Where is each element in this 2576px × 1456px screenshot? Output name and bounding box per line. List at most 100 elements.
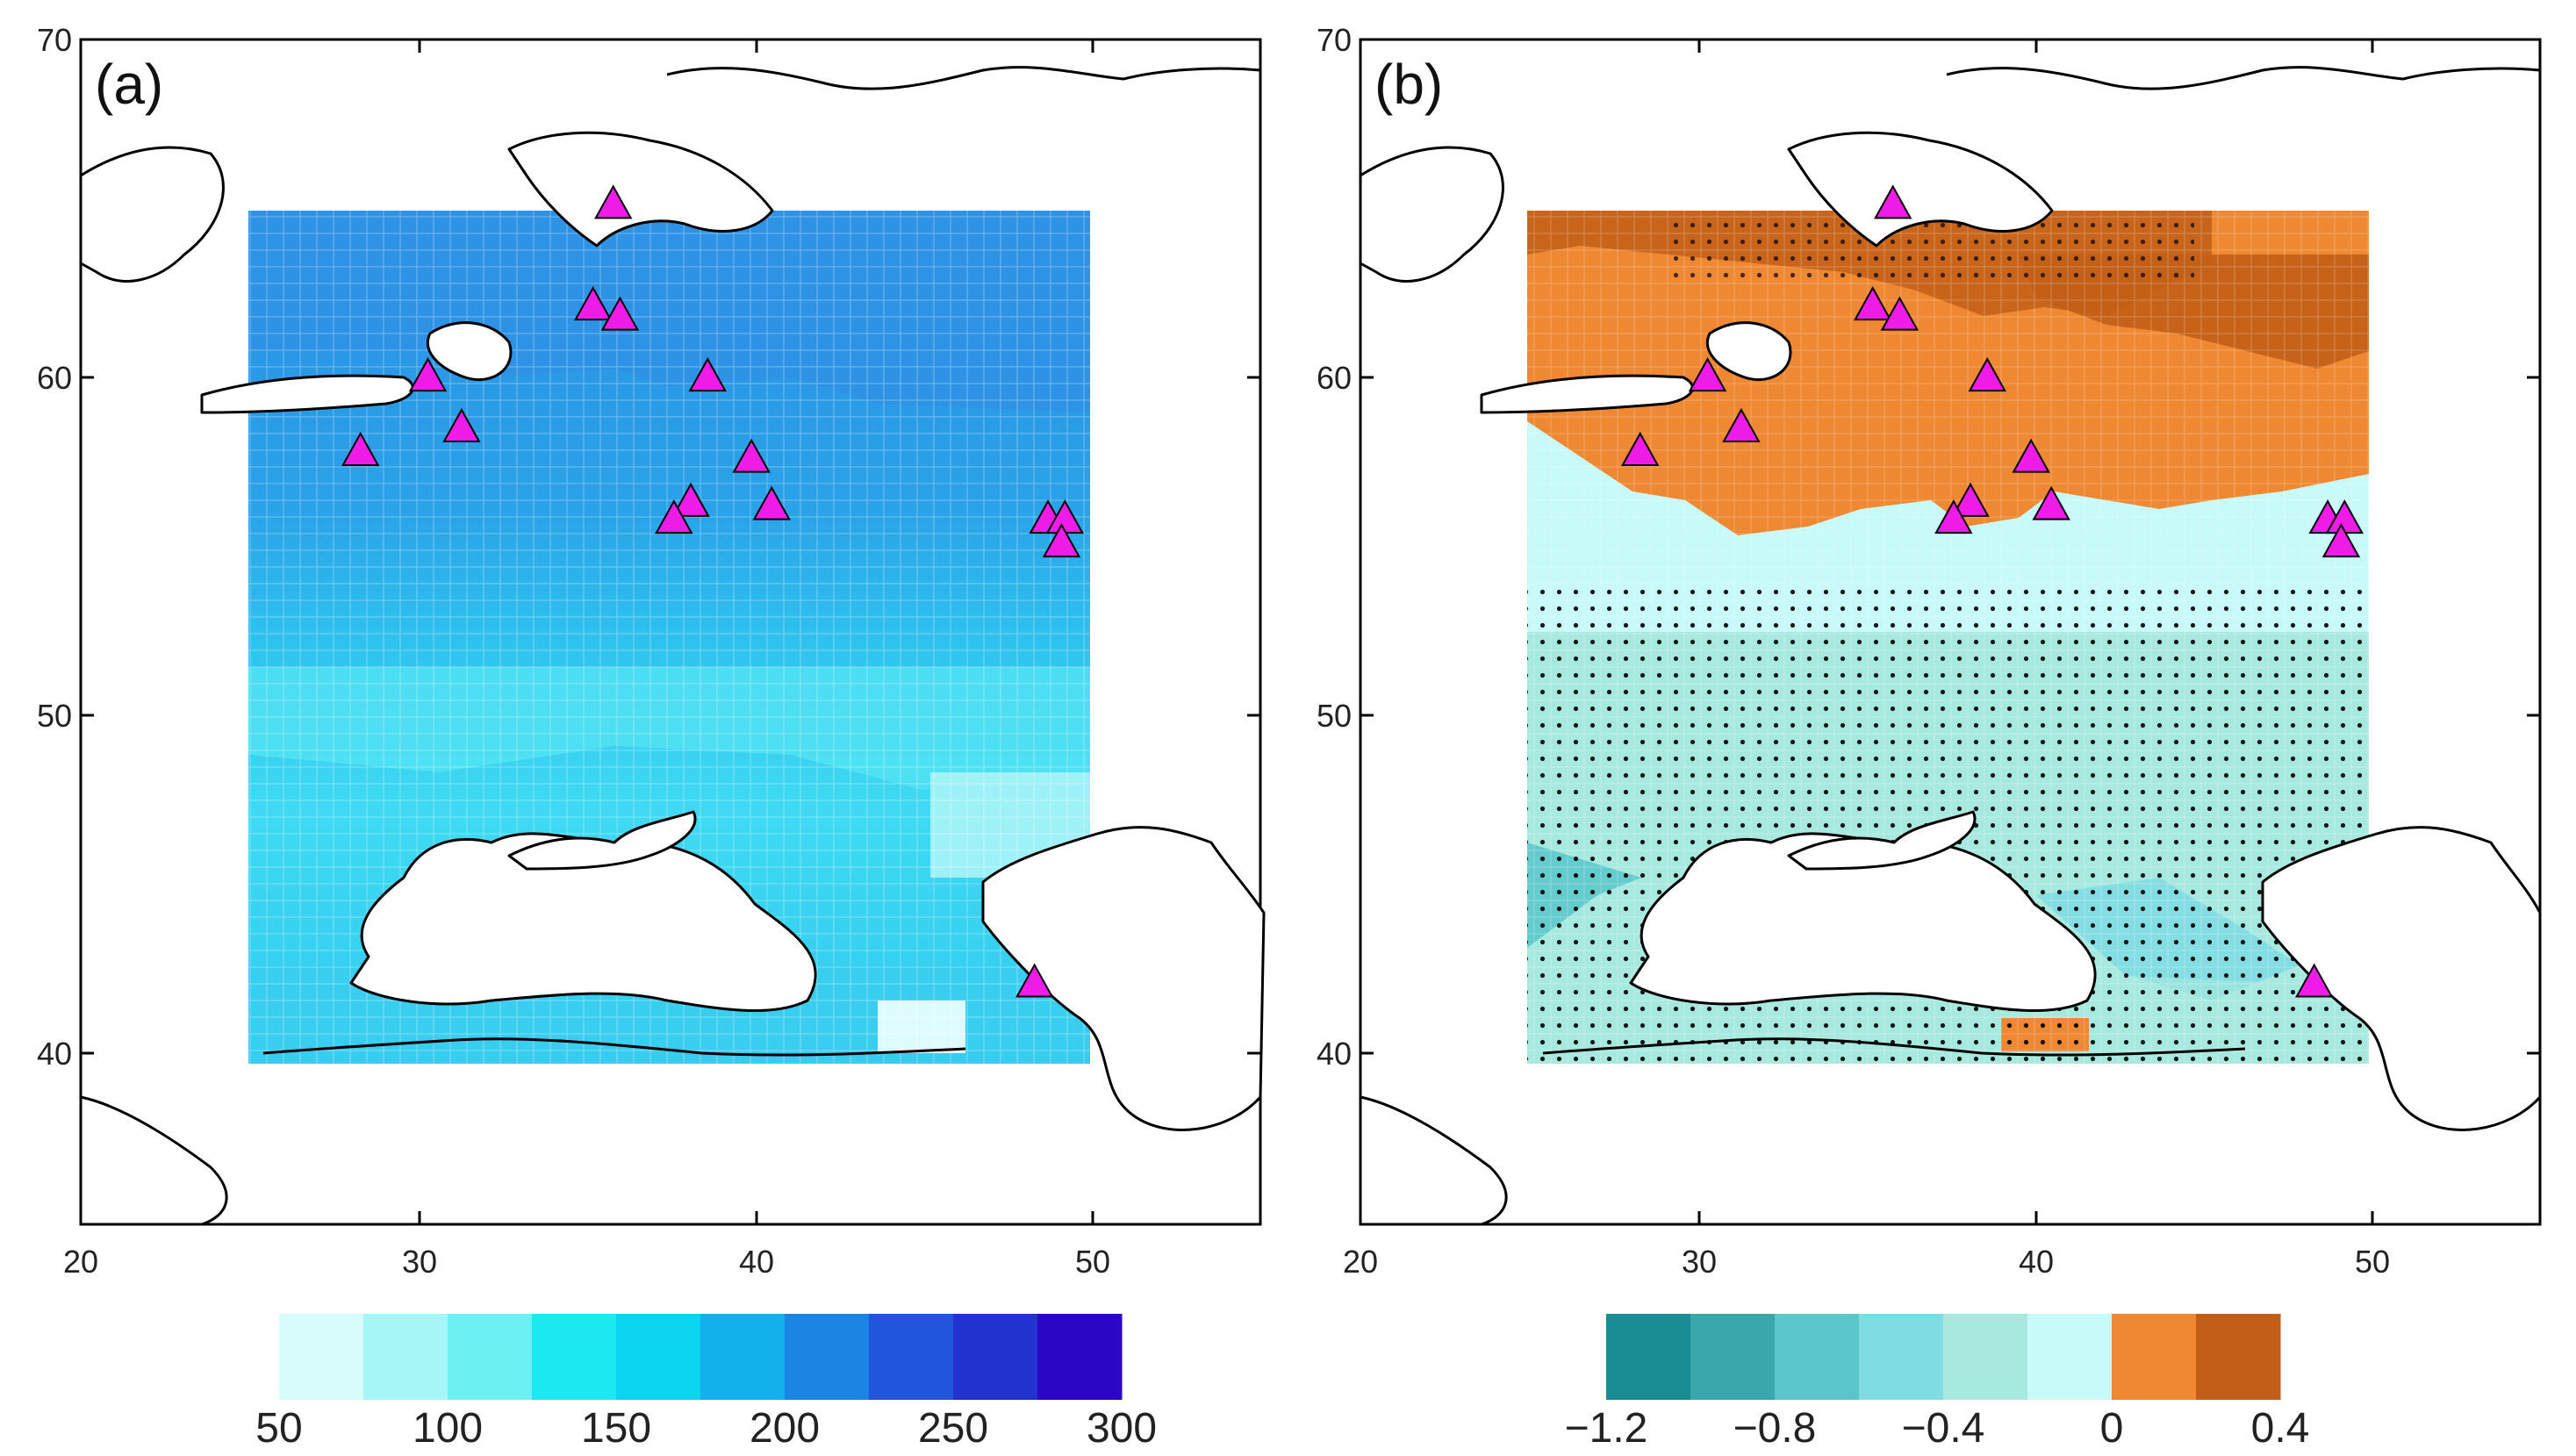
y-tick-label: 70 xyxy=(1317,22,1352,58)
y-tick-label: 60 xyxy=(1317,360,1352,396)
colorbar-swatch xyxy=(2112,1314,2197,1400)
x-tick-label: 30 xyxy=(402,1244,437,1280)
gulf-of-finland xyxy=(1480,374,1694,414)
sea-of-azov xyxy=(1787,810,1977,871)
north-coast xyxy=(1359,146,1504,283)
colorbar-a xyxy=(279,1314,1123,1400)
caspian-sea xyxy=(981,826,1266,1131)
colorbar-swatch xyxy=(616,1314,701,1400)
x-axis: 20 30 40 50 xyxy=(1343,39,2390,1280)
colorbar-a-label: 250 xyxy=(918,1405,988,1452)
x-tick-label: 30 xyxy=(1682,1244,1717,1280)
colorbar-b-label: −0.8 xyxy=(1733,1405,1817,1452)
balkans xyxy=(80,1095,228,1226)
panel-b: 20 30 40 50 70 60 50 40 (b) xyxy=(1317,22,2542,1280)
colorbar-b-label: 0 xyxy=(2100,1405,2124,1452)
white-sea xyxy=(507,131,774,247)
colorbar-swatch xyxy=(1690,1314,1776,1400)
station-markers xyxy=(341,184,1084,998)
station-marker xyxy=(1621,431,1660,466)
colorbar-a-label: 200 xyxy=(750,1405,820,1452)
station-marker xyxy=(2295,963,2334,998)
station-marker xyxy=(341,431,380,466)
anatolia-coast xyxy=(1542,1037,2246,1057)
coastlines xyxy=(79,66,1266,1226)
colorbar-swatch xyxy=(532,1314,617,1400)
station-marker xyxy=(594,184,633,219)
colorbar-swatch xyxy=(2196,1314,2281,1400)
colorbar-swatch xyxy=(1859,1314,1944,1400)
y-tick-label: 50 xyxy=(1317,698,1352,734)
colorbar-swatch xyxy=(700,1314,786,1400)
colorbar-swatch xyxy=(869,1314,954,1400)
colorbar-swatch xyxy=(1775,1314,1860,1400)
x-tick-label: 20 xyxy=(1343,1244,1378,1280)
station-marker xyxy=(1853,286,1892,321)
y-tick-label: 40 xyxy=(37,1036,72,1072)
lake-onega xyxy=(1705,321,1792,382)
colorbar-swatch xyxy=(279,1314,364,1400)
y-tick-label: 60 xyxy=(37,360,72,396)
white-sea xyxy=(1787,131,2054,247)
panel-a: 20 30 40 50 70 60 50 40 (a) xyxy=(37,22,1266,1280)
station-marker xyxy=(1968,357,2006,392)
north-coast-2 xyxy=(666,66,1261,90)
station-marker xyxy=(752,485,791,520)
colorbar-swatch xyxy=(448,1314,533,1400)
colorbar-b-label: −1.2 xyxy=(1565,1405,1648,1452)
black-sea xyxy=(349,832,817,1012)
x-tick-label: 50 xyxy=(1075,1244,1110,1280)
station-marker xyxy=(1688,357,1727,392)
station-marker xyxy=(2032,485,2070,520)
colorbar-swatch xyxy=(1943,1314,2028,1400)
station-marker xyxy=(655,499,693,534)
colorbar-swatch xyxy=(785,1314,870,1400)
station-marker xyxy=(1042,523,1081,558)
station-marker xyxy=(1934,499,1973,534)
y-tick-label: 40 xyxy=(1317,1036,1352,1072)
y-tick-label: 70 xyxy=(37,22,72,58)
north-coast xyxy=(79,146,225,283)
caspian-sea xyxy=(2261,826,2542,1131)
anatolia-coast xyxy=(262,1037,966,1057)
station-marker xyxy=(1015,963,1054,998)
station-marker xyxy=(732,438,771,473)
station-marker xyxy=(1722,407,1761,442)
station-marker xyxy=(1874,184,1912,219)
colorbar-b-label: 0.4 xyxy=(2251,1405,2310,1452)
black-sea xyxy=(1629,832,2097,1012)
station-marker xyxy=(1951,482,1990,517)
lake-onega xyxy=(426,321,513,382)
colorbar-b xyxy=(1606,1314,2281,1400)
colorbar-swatch xyxy=(363,1314,448,1400)
x-tick-label: 40 xyxy=(2019,1244,2054,1280)
y-tick-label: 50 xyxy=(37,698,72,734)
colorbar-swatch xyxy=(2027,1314,2113,1400)
x-tick-label: 40 xyxy=(739,1244,774,1280)
colorbar-swatch xyxy=(1037,1314,1123,1400)
balkans xyxy=(1360,1095,1508,1226)
gulf-of-finland xyxy=(200,374,414,414)
x-tick-label: 20 xyxy=(63,1244,98,1280)
station-marker xyxy=(442,407,481,442)
y-axis: 70 60 50 40 xyxy=(37,22,1260,1072)
panel-label: (a) xyxy=(95,53,163,116)
station-marker xyxy=(1880,296,1919,331)
station-marker xyxy=(408,357,448,392)
station-marker xyxy=(573,286,613,321)
colorbar-b-label: −0.4 xyxy=(1902,1405,1985,1452)
station-marker xyxy=(2321,523,2361,558)
station-marker xyxy=(688,357,727,392)
coastlines xyxy=(1359,66,2542,1226)
station-marker xyxy=(600,296,640,331)
north-coast-2 xyxy=(1946,66,2541,90)
colorbar-swatch xyxy=(953,1314,1038,1400)
x-axis: 20 30 40 50 xyxy=(63,39,1110,1280)
colorbar-a-label: 300 xyxy=(1087,1405,1157,1452)
colorbar-a-label: 50 xyxy=(255,1405,302,1452)
sea-of-azov xyxy=(507,810,697,871)
station-markers xyxy=(1621,184,2364,998)
colorbar-a-label: 100 xyxy=(413,1405,483,1452)
y-axis: 70 60 50 40 xyxy=(1317,22,2540,1072)
